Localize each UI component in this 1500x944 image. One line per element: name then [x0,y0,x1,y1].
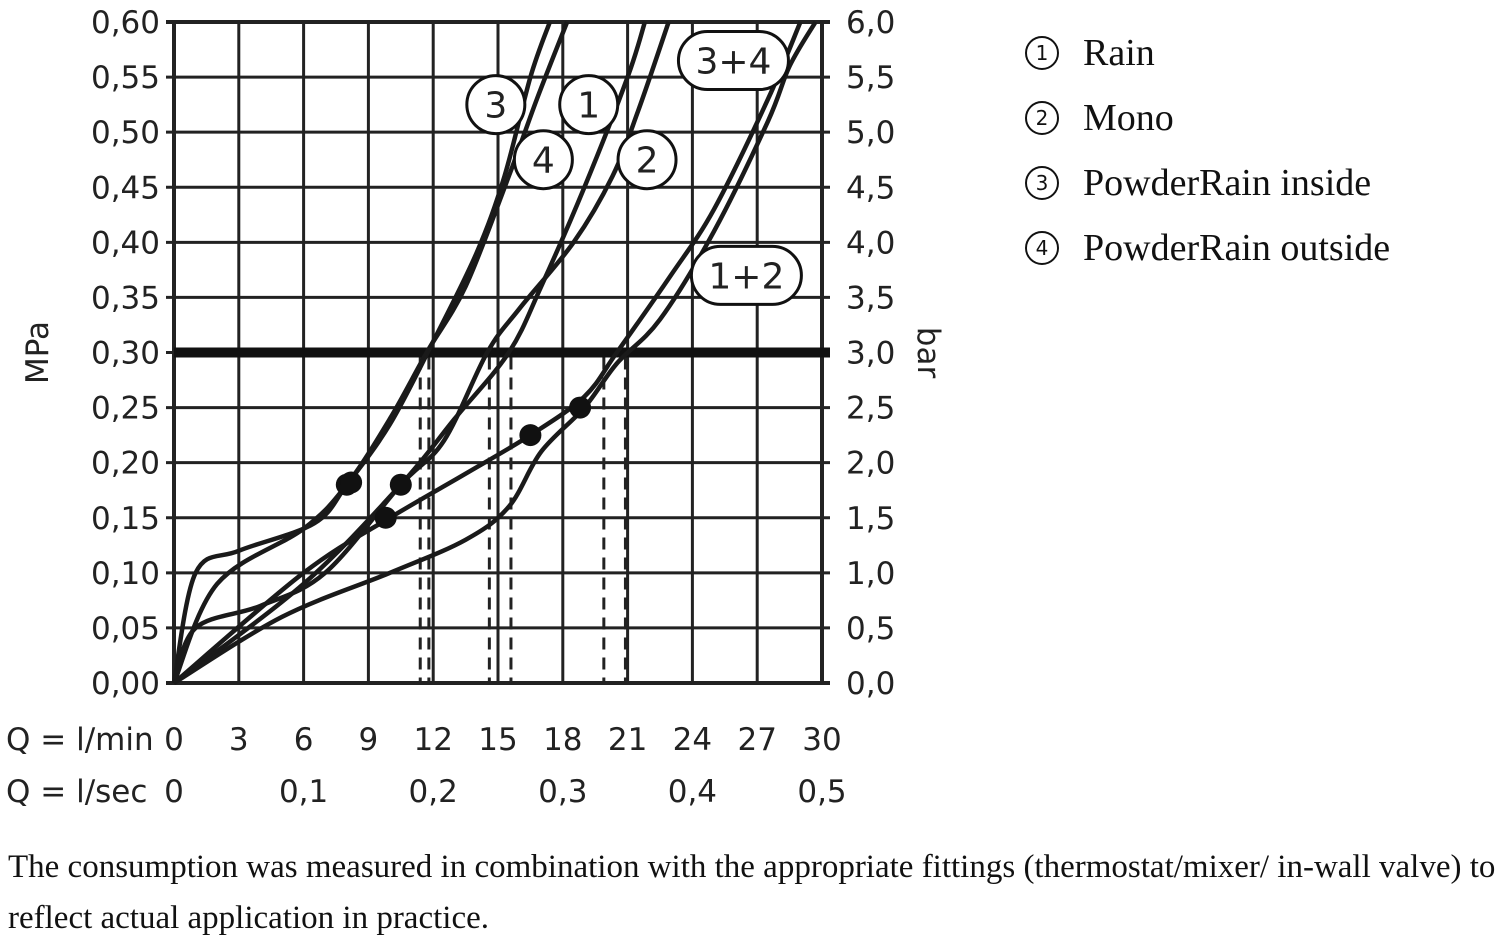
legend-label: Rain [1083,31,1155,74]
y-tick-left: 0,60 [91,5,160,41]
x-tick: 27 [737,722,776,758]
series-line-3 [171,21,552,684]
x-tick: 21 [608,722,647,758]
x-tick: 0,4 [668,774,717,810]
curve-label-bubble [512,129,574,191]
y-tick-left: 0,05 [91,611,160,647]
data-point-marker [569,396,592,419]
x-tick: 6 [294,722,314,758]
curve-label-2: 2 [636,141,659,182]
x-tick: 0 [164,722,184,758]
legend-number: 2 [1025,100,1059,135]
y-tick-left: 0,30 [91,336,160,372]
y-tick-right: 5,5 [846,60,895,96]
y-tick-left: 0,35 [91,280,160,316]
y-tick-right: 3,5 [846,280,895,316]
legend-number: 4 [1025,230,1059,265]
x-tick: 3 [229,722,249,758]
y-tick-left: 0,40 [91,225,160,261]
x-axis-label-row: Q = l/sec [6,774,147,810]
y-axis-label-left: MPa [20,321,56,384]
x-tick: 24 [673,722,712,758]
y-tick-right: 4,0 [846,225,895,261]
legend-number: 3 [1025,165,1059,200]
x-tick: 0,1 [279,774,328,810]
legend-label: Mono [1083,96,1174,139]
data-point-marker [519,424,542,447]
y-tick-right: 0,5 [846,611,895,647]
curve-label-bubble [558,74,620,136]
y-tick-right: 6,0 [846,5,895,41]
data-point-marker [340,471,363,494]
y-tick-right: 2,5 [846,391,895,427]
y-tick-left: 0,25 [91,391,160,427]
y-tick-right: 0,0 [846,666,895,702]
curve-label-3: 3 [484,86,507,127]
y-tick-left: 0,15 [91,501,160,537]
data-point-marker [389,473,412,496]
curve-label-1: 1 [577,86,600,127]
x-axis-label-row: Q = l/min [6,722,154,758]
y-tick-right: 5,0 [846,115,895,151]
x-tick: 12 [413,722,452,758]
x-tick: 0 [164,774,184,810]
curve-label-3-plus-4: 3+4 [695,42,771,83]
x-tick: 0,2 [409,774,458,810]
y-tick-left: 0,20 [91,446,160,482]
legend: 1 Rain 2 Mono 3 PowderRain inside 4 PowderRa… [1025,20,1390,280]
series-line-1 [172,21,648,685]
curve-label-bubble [465,74,527,136]
x-tick: 15 [478,722,517,758]
curve-label-1-plus-2: 1+2 [708,256,784,297]
y-tick-left: 0,55 [91,60,160,96]
legend-label: PowderRain outside [1083,226,1391,269]
curve-label-bubble [689,244,803,306]
x-tick: 9 [359,722,379,758]
legend-item-powderrain-outside: 4 PowderRain outside [1025,215,1390,280]
series-line-4 [171,21,570,684]
y-tick-right: 1,0 [846,556,895,592]
legend-item-mono: 2 Mono [1025,85,1390,150]
y-tick-right: 2,0 [846,446,895,482]
x-tick: 0,5 [797,774,846,810]
x-tick: 30 [802,722,841,758]
y-tick-right: 3,0 [846,336,895,372]
x-tick: 0,3 [538,774,587,810]
y-tick-left: 0,50 [91,115,160,151]
y-tick-left: 0,10 [91,556,160,592]
y-tick-right: 1,5 [846,501,895,537]
caption: The consumption was measured in combinat… [8,849,1496,936]
legend-item-rain: 1 Rain [1025,20,1390,85]
legend-number: 1 [1025,35,1059,70]
y-tick-left: 0,45 [91,170,160,206]
y-tick-left: 0,00 [91,666,160,702]
curve-label-bubble [676,30,790,92]
y-axis-label-right: bar [910,327,946,379]
data-point-marker [374,506,397,529]
legend-label: PowderRain inside [1083,161,1372,204]
legend-item-powderrain-inside: 3 PowderRain inside [1025,150,1390,215]
curve-label-4: 4 [532,141,555,182]
y-tick-right: 4,5 [846,170,895,206]
curve-label-bubble [616,129,678,191]
x-tick: 18 [543,722,582,758]
